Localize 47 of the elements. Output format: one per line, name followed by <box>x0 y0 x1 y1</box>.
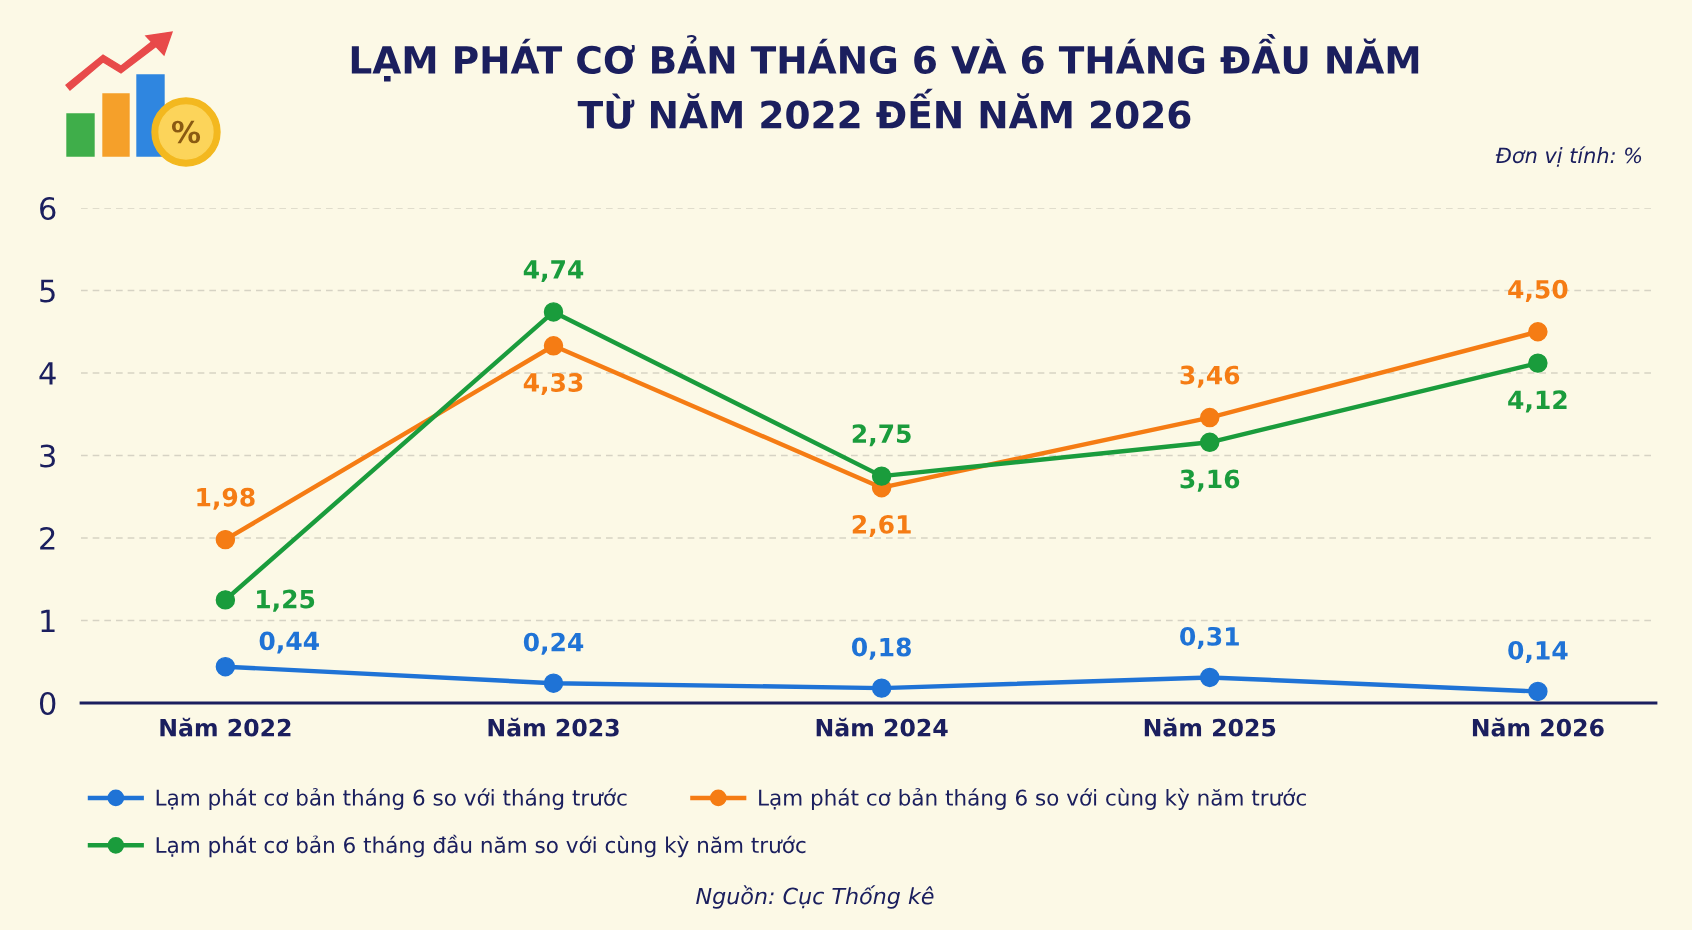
data-label: 4,50 <box>1508 279 1568 302</box>
point <box>543 336 564 356</box>
point <box>1200 667 1220 688</box>
data-label: 1,98 <box>197 487 255 510</box>
data-label: 0,18 <box>851 637 911 660</box>
data-label: 1,25 <box>257 589 315 612</box>
point <box>1528 322 1548 342</box>
data-label: 4,12 <box>1508 390 1567 413</box>
data-label: 2,75 <box>852 424 911 447</box>
y-tick-label: 5 <box>40 279 55 303</box>
point <box>215 656 236 677</box>
data-label: 2,61 <box>852 514 911 538</box>
data-label: 0,44 <box>259 631 319 654</box>
x-tick-label: Năm 2024 <box>816 717 948 737</box>
data-label: 4,74 <box>523 260 584 283</box>
point <box>215 590 236 610</box>
x-tick-label: Năm 2022 <box>160 717 291 737</box>
data-label: 4,33 <box>523 373 583 396</box>
y-tick-label: 6 <box>40 196 56 221</box>
legend-label: Lạm phát cơ bản tháng 6 so với cùng kỳ năm trước <box>759 788 1306 810</box>
data-label: 0,24 <box>523 632 584 655</box>
y-tick-label: 0 <box>39 691 56 716</box>
x-tick-label: Năm 2023 <box>488 717 619 737</box>
x-tick-label: Năm 2026 <box>1472 717 1604 737</box>
data-label: 3,46 <box>1180 365 1240 388</box>
point <box>871 678 892 698</box>
point <box>1200 432 1220 453</box>
point <box>1200 407 1220 428</box>
legend-label: Lạm phát cơ bản 6 tháng đầu năm so với cùng kỳ năm trước <box>156 834 806 858</box>
point <box>1528 353 1548 373</box>
text: Nguồn: Cục Thống kê <box>696 885 934 909</box>
y-tick-label: 3 <box>40 444 55 468</box>
y-tick-label: 1 <box>41 609 55 633</box>
point <box>543 673 564 693</box>
point <box>215 529 236 550</box>
legend-label: Lạm phát cơ bản tháng 6 so với tháng trước <box>156 788 627 810</box>
text: Đơn vị tính: % <box>1495 146 1642 167</box>
y-tick-label: 4 <box>39 362 56 385</box>
point <box>543 302 564 322</box>
data-label: 3,16 <box>1180 469 1240 492</box>
data-label: 0,31 <box>1180 626 1239 649</box>
point <box>871 466 892 486</box>
point <box>1528 681 1548 702</box>
chart-title: LẠM PHÁT CƠ BẢN THÁNG 6 VÀ 6 THÁNG ĐẦU NĂM TỪ NĂM 2022 ĐẾN NĂM 2026 <box>351 33 1419 129</box>
x-tick-label: Năm 2025 <box>1144 717 1276 737</box>
data-label: 0,14 <box>1508 640 1568 664</box>
y-tick-label: 2 <box>40 526 55 550</box>
